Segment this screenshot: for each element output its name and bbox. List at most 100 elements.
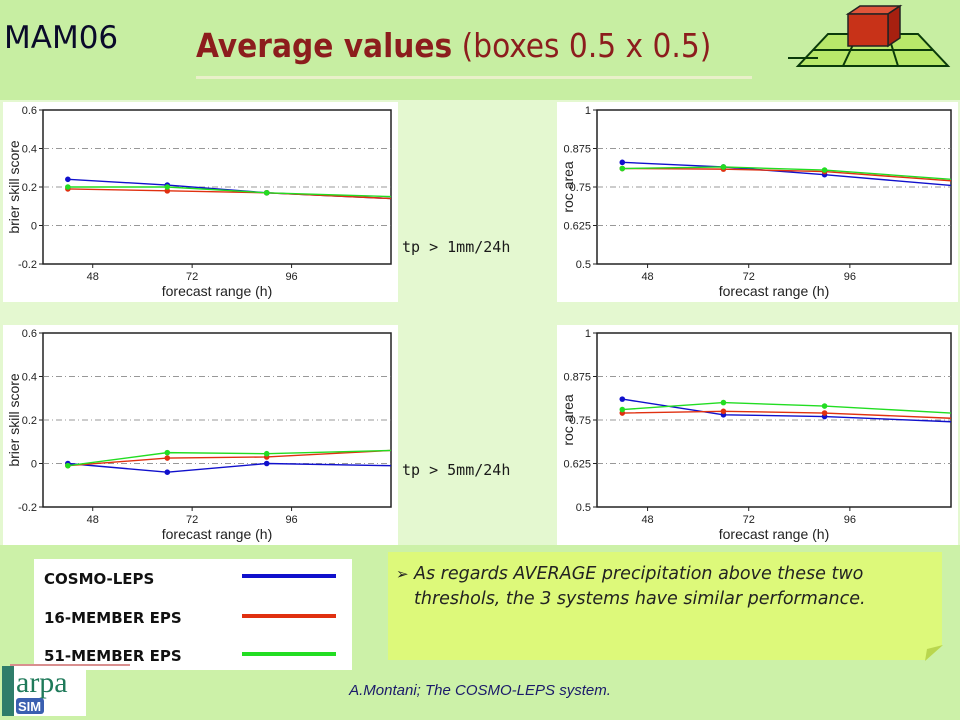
legend-label: 16-MEMBER EPS bbox=[44, 609, 182, 627]
x-tick-label: 96 bbox=[285, 271, 297, 283]
legend-label: 51-MEMBER EPS bbox=[44, 647, 182, 665]
y-tick-label: 0.5 bbox=[576, 259, 591, 271]
series-line bbox=[622, 166, 952, 180]
y-tick-label: 0.875 bbox=[563, 144, 591, 156]
threshold-label: tp > 5mm/24h bbox=[402, 461, 511, 479]
data-point bbox=[619, 159, 626, 166]
data-point bbox=[65, 184, 71, 190]
x-tick-label: 72 bbox=[743, 514, 755, 526]
data-point bbox=[263, 450, 270, 457]
y-tick-label: 1 bbox=[585, 105, 591, 117]
data-point bbox=[619, 165, 626, 172]
y-tick-label: 0.4 bbox=[22, 372, 37, 384]
y-tick-label: 0.6 bbox=[22, 328, 37, 340]
y-tick-label: 0.2 bbox=[22, 415, 37, 427]
data-point bbox=[821, 410, 828, 416]
y-axis-label: roc area bbox=[560, 394, 576, 446]
series-line bbox=[622, 398, 952, 423]
title-bold: Average values bbox=[196, 26, 453, 65]
page-title: Average values (boxes 0.5 x 0.5) bbox=[196, 26, 711, 65]
chart-roc-5mm: 0.5 0.625 0.75 0.875 1 48 72 96 forecast range (… bbox=[560, 328, 952, 542]
x-tick-label: 72 bbox=[186, 514, 198, 526]
series-line bbox=[67, 449, 392, 467]
y-tick-label: 0.875 bbox=[563, 372, 591, 384]
chart-panel: 0.5 0.625 0.75 0.875 1 48 72 96 forecast range (… bbox=[557, 102, 958, 302]
x-tick-label: 96 bbox=[844, 514, 856, 526]
x-axis-label: forecast range (h) bbox=[719, 526, 830, 542]
data-point bbox=[720, 164, 727, 170]
data-point bbox=[263, 460, 270, 467]
legend-swatch bbox=[242, 652, 336, 656]
series-line bbox=[67, 188, 392, 200]
y-tick-label: 0 bbox=[31, 459, 37, 471]
chart-panel: 0.5 0.625 0.75 0.875 1 48 72 96 forecast range (… bbox=[557, 325, 958, 545]
title-underline bbox=[196, 76, 752, 79]
data-point bbox=[720, 408, 727, 415]
y-tick-label: 0.6 bbox=[22, 105, 37, 117]
x-tick-label: 72 bbox=[743, 271, 755, 283]
data-point bbox=[720, 399, 727, 406]
series-line bbox=[622, 410, 952, 419]
y-tick-label: 0.2 bbox=[22, 182, 37, 194]
chart-roc-1mm: 0.5 0.625 0.75 0.875 1 48 72 96 forecast range (… bbox=[560, 105, 952, 299]
x-axis-label: forecast range (h) bbox=[162, 526, 273, 542]
svg-text:SIM: SIM bbox=[18, 699, 41, 714]
data-point bbox=[263, 189, 270, 196]
legend-swatch bbox=[242, 614, 336, 618]
period-label: MAM06 bbox=[4, 20, 119, 56]
note-container: ➢ As regards AVERAGE precipitation above… bbox=[396, 562, 929, 612]
svg-text:arpa: arpa bbox=[16, 666, 68, 699]
x-tick-label: 48 bbox=[87, 514, 99, 526]
note-text: As regards AVERAGE precipitation above t… bbox=[414, 564, 866, 609]
x-tick-label: 48 bbox=[641, 271, 653, 283]
x-tick-label: 48 bbox=[641, 514, 653, 526]
series-line bbox=[67, 186, 392, 198]
x-tick-label: 48 bbox=[87, 271, 99, 283]
y-tick-label: 0.4 bbox=[22, 144, 37, 156]
header-band bbox=[0, 0, 960, 100]
chart-panel: -0.2 0 0.2 0.4 0.6 48 72 96 forecast range (h) br… bbox=[3, 325, 398, 545]
chart-panel: -0.2 0 0.2 0.4 0.6 48 72 96 forecast range (h) br… bbox=[3, 102, 398, 302]
page-curl-icon bbox=[925, 645, 943, 661]
x-tick-label: 96 bbox=[285, 514, 297, 526]
title-rest: (boxes 0.5 x 0.5) bbox=[452, 26, 712, 65]
series-line bbox=[67, 462, 392, 473]
legend-label: COSMO-LEPS bbox=[44, 570, 155, 588]
data-point bbox=[619, 406, 626, 413]
data-point bbox=[821, 167, 828, 173]
arrow-bullet-icon: ➢ bbox=[396, 565, 409, 583]
y-tick-label: 0.625 bbox=[563, 221, 591, 233]
x-tick-label: 96 bbox=[844, 271, 856, 283]
data-point bbox=[65, 176, 71, 183]
legend: COSMO-LEPS 16-MEMBER EPS 51-MEMBER EPS bbox=[34, 559, 352, 670]
x-tick-label: 72 bbox=[186, 271, 198, 283]
y-tick-label: 0.75 bbox=[570, 415, 591, 427]
data-point bbox=[164, 469, 171, 475]
y-tick-label: 0 bbox=[31, 221, 37, 233]
threshold-label: tp > 1mm/24h bbox=[402, 238, 511, 256]
y-axis-label: brier skill score bbox=[6, 373, 22, 467]
data-point bbox=[164, 455, 171, 461]
series-line bbox=[67, 449, 392, 467]
series-line bbox=[622, 401, 952, 414]
x-axis-label: forecast range (h) bbox=[719, 283, 830, 299]
data-point bbox=[619, 396, 626, 402]
series-line bbox=[622, 167, 952, 182]
y-tick-label: -0.2 bbox=[18, 502, 37, 514]
footer-text: A.Montani; The COSMO-LEPS system. bbox=[349, 682, 611, 699]
y-tick-label: 0.5 bbox=[576, 502, 591, 514]
y-tick-label: 0.75 bbox=[570, 182, 591, 194]
data-point bbox=[821, 403, 828, 409]
y-tick-label: 0.625 bbox=[563, 459, 591, 471]
y-tick-label: -0.2 bbox=[18, 259, 37, 271]
arpa-logo: arpa SIM bbox=[2, 666, 86, 716]
y-axis-label: roc area bbox=[560, 161, 576, 213]
x-axis-label: forecast range (h) bbox=[162, 283, 273, 299]
data-point bbox=[65, 462, 71, 469]
note-box: ➢ As regards AVERAGE precipitation above… bbox=[388, 552, 943, 661]
chart-bss-5mm: -0.2 0 0.2 0.4 0.6 48 72 96 forecast range (h) br… bbox=[6, 328, 392, 542]
y-tick-label: 1 bbox=[585, 328, 591, 340]
data-point bbox=[164, 184, 171, 190]
legend-swatch bbox=[242, 574, 336, 578]
chart-bss-1mm: -0.2 0 0.2 0.4 0.6 48 72 96 forecast range (h) br… bbox=[6, 105, 392, 299]
